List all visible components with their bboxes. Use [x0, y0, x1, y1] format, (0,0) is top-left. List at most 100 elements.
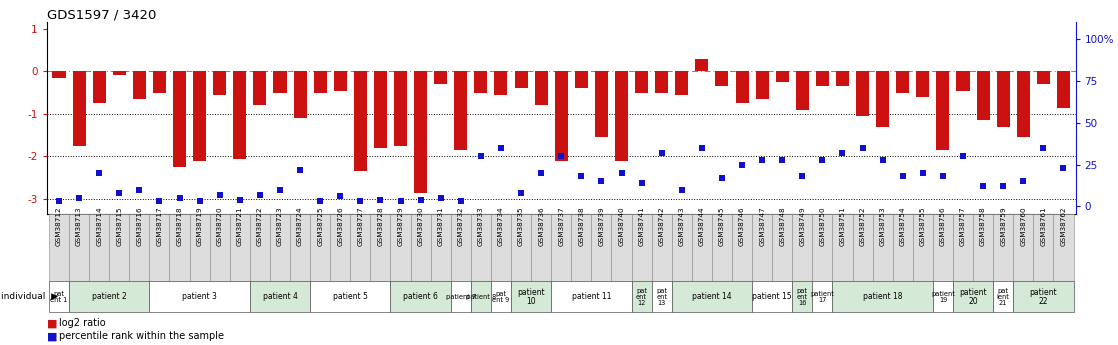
Bar — [917, 71, 929, 97]
Point — [351, 199, 369, 204]
Point — [713, 175, 731, 181]
Bar — [434, 71, 447, 84]
Text: patient 6: patient 6 — [404, 292, 438, 301]
Bar — [173, 71, 186, 167]
Text: patient
22: patient 22 — [1030, 288, 1058, 306]
Bar — [953, 281, 993, 312]
Bar — [410, 214, 430, 281]
Text: GSM38761: GSM38761 — [1041, 207, 1046, 246]
Point — [552, 154, 570, 159]
Point — [371, 197, 389, 203]
Bar — [230, 214, 249, 281]
Bar — [736, 71, 749, 103]
Bar — [953, 214, 973, 281]
Text: GSM38740: GSM38740 — [618, 207, 625, 246]
Bar — [695, 59, 709, 71]
Bar — [796, 71, 808, 110]
Text: patient
20: patient 20 — [959, 288, 987, 306]
Text: patient
19: patient 19 — [931, 291, 955, 303]
Bar — [210, 214, 230, 281]
Point — [131, 187, 149, 193]
Text: GSM38743: GSM38743 — [679, 207, 684, 246]
Bar — [373, 71, 387, 148]
Bar — [993, 281, 1013, 312]
Bar — [491, 214, 511, 281]
Point — [814, 157, 832, 162]
Bar — [451, 214, 471, 281]
Bar — [672, 281, 752, 312]
Bar — [474, 71, 487, 92]
Bar — [390, 281, 451, 312]
Text: GSM38745: GSM38745 — [719, 207, 724, 246]
Point — [754, 157, 771, 162]
Text: pat
ient
21: pat ient 21 — [997, 288, 1010, 306]
Bar — [571, 214, 591, 281]
Bar — [471, 281, 491, 312]
Bar — [776, 71, 788, 82]
Text: GSM38746: GSM38746 — [739, 207, 745, 246]
Bar — [294, 71, 306, 118]
Point — [934, 174, 951, 179]
Point — [50, 199, 68, 204]
Bar — [551, 214, 571, 281]
Text: GSM38721: GSM38721 — [237, 207, 243, 246]
Point — [653, 150, 671, 156]
Bar — [514, 71, 528, 88]
Bar — [133, 71, 145, 99]
Bar — [531, 214, 551, 281]
Bar — [752, 214, 773, 281]
Text: patient 4: patient 4 — [263, 292, 297, 301]
Text: GSM38757: GSM38757 — [960, 207, 966, 246]
Bar — [249, 214, 269, 281]
Point — [191, 199, 209, 204]
Text: GSM38741: GSM38741 — [638, 207, 645, 246]
Point — [572, 174, 590, 179]
Bar — [150, 214, 170, 281]
Text: patient 3: patient 3 — [182, 292, 217, 301]
Point — [211, 192, 229, 197]
Text: patient 7: patient 7 — [446, 294, 476, 300]
Bar — [595, 71, 608, 137]
Bar — [110, 214, 130, 281]
Text: pat
ent
12: pat ent 12 — [636, 288, 647, 306]
Point — [994, 184, 1012, 189]
Bar — [93, 71, 106, 103]
Text: ■: ■ — [47, 318, 57, 328]
Bar — [652, 214, 672, 281]
Bar — [716, 71, 729, 86]
Text: GSM38760: GSM38760 — [1021, 207, 1026, 246]
Point — [854, 145, 872, 151]
Text: GSM38727: GSM38727 — [358, 207, 363, 246]
Bar — [113, 71, 126, 75]
Text: GSM38735: GSM38735 — [518, 207, 524, 246]
Bar — [314, 71, 326, 92]
Bar — [193, 71, 206, 161]
Bar — [290, 214, 310, 281]
Point — [311, 199, 329, 204]
Bar — [575, 71, 588, 88]
Point — [70, 195, 88, 201]
Text: GSM38725: GSM38725 — [318, 207, 323, 246]
Text: percentile rank within the sample: percentile rank within the sample — [59, 332, 225, 341]
Bar — [655, 71, 669, 92]
Bar — [170, 214, 190, 281]
Bar — [334, 71, 347, 90]
Text: patient 14: patient 14 — [692, 292, 731, 301]
Point — [532, 170, 550, 176]
Bar — [873, 214, 892, 281]
Text: pat
ent 9: pat ent 9 — [492, 291, 510, 303]
Bar — [49, 281, 69, 312]
Point — [633, 180, 651, 186]
Bar — [1033, 214, 1053, 281]
Bar — [897, 71, 909, 92]
Point — [230, 197, 248, 203]
Bar — [937, 71, 949, 150]
Bar — [53, 71, 66, 78]
Bar — [816, 71, 828, 86]
Point — [151, 199, 169, 204]
Text: GSM38759: GSM38759 — [1001, 207, 1006, 246]
Text: GSM38739: GSM38739 — [598, 207, 605, 246]
Bar — [190, 214, 210, 281]
Text: GDS1597 / 3420: GDS1597 / 3420 — [47, 8, 157, 21]
Bar — [555, 71, 568, 161]
